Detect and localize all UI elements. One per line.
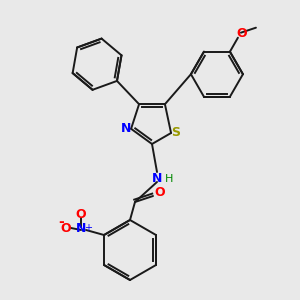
Text: O: O — [155, 187, 165, 200]
Text: N: N — [152, 172, 162, 185]
Text: N: N — [121, 122, 131, 135]
Text: O: O — [61, 221, 71, 235]
Text: -: - — [58, 215, 64, 229]
Text: H: H — [165, 174, 173, 184]
Text: O: O — [76, 208, 86, 221]
Text: +: + — [84, 223, 92, 233]
Text: O: O — [237, 27, 247, 40]
Text: S: S — [172, 127, 181, 140]
Text: N: N — [76, 221, 86, 235]
